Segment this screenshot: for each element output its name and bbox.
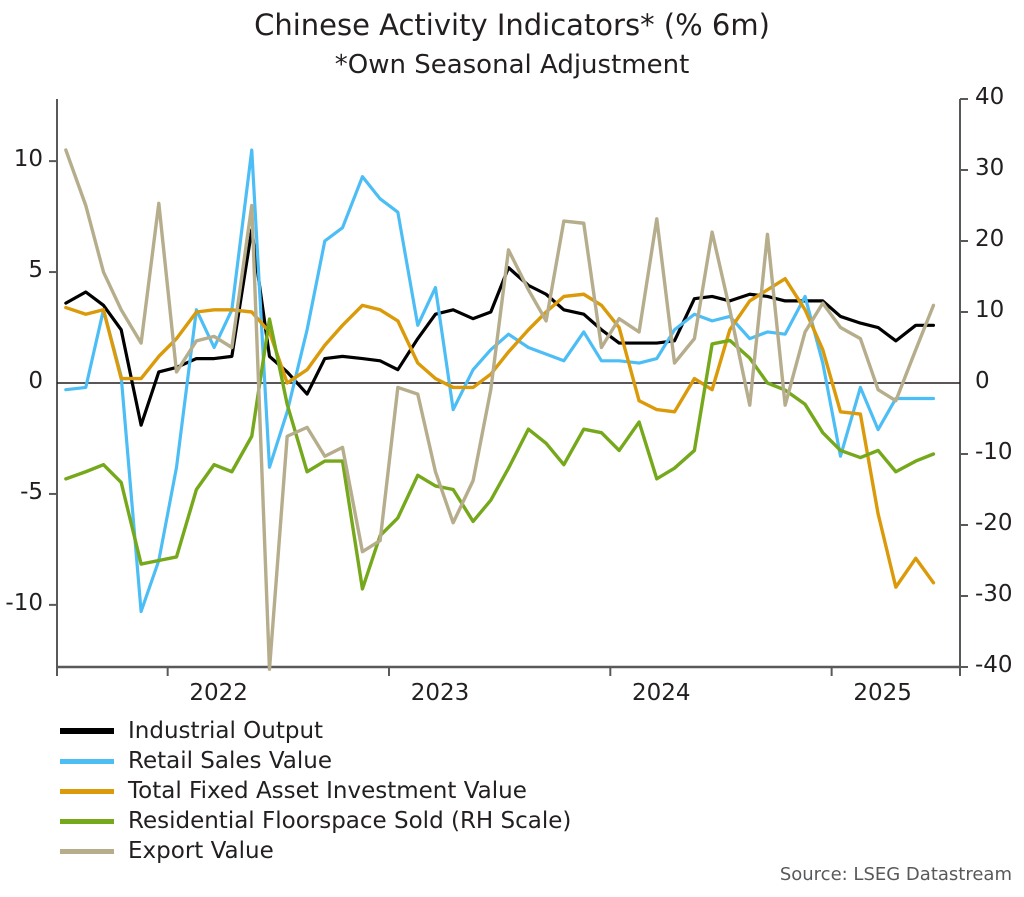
legend-item-label: Industrial Output bbox=[128, 717, 324, 744]
chart-legend: Industrial Output Retail Sales Value Total… bbox=[60, 716, 760, 866]
series-line bbox=[64, 277, 936, 589]
y-axis-right-tick-label: 40 bbox=[975, 84, 1005, 110]
legend-item-label: Retail Sales Value bbox=[128, 747, 332, 774]
source-note: Source: LSEG Datastream bbox=[779, 864, 1012, 885]
x-axis-tick-label: 2024 bbox=[632, 680, 691, 706]
legend-item-label: Total Fixed Asset Investment Value bbox=[128, 777, 527, 804]
y-axis-right-tick-label: 0 bbox=[975, 368, 990, 394]
page-subtitle: *Own Seasonal Adjustment bbox=[334, 50, 690, 80]
series-line bbox=[64, 228, 936, 427]
legend-item[interactable]: Total Fixed Asset Investment Value bbox=[60, 776, 760, 806]
legend-color-swatch bbox=[60, 728, 114, 734]
y-axis-right-tick-label: 20 bbox=[975, 226, 1005, 252]
legend-item-label: Export Value bbox=[128, 837, 274, 864]
y-axis-right-tick-label: -20 bbox=[975, 510, 1013, 536]
x-axis-tick-label: 2022 bbox=[189, 680, 248, 706]
legend-item[interactable]: Retail Sales Value bbox=[60, 746, 760, 776]
legend-item[interactable]: Industrial Output bbox=[60, 716, 760, 746]
x-axis-tick-label: 2025 bbox=[853, 680, 912, 706]
legend-color-swatch bbox=[60, 788, 114, 794]
page-title: Chinese Activity Indicators* (% 6m) bbox=[254, 8, 770, 42]
legend-item[interactable]: Residential Floorspace Sold (RH Scale) bbox=[60, 806, 760, 836]
y-axis-left-tick-label: -10 bbox=[5, 589, 43, 616]
y-axis-right-tick-label: -30 bbox=[975, 581, 1013, 607]
series-line bbox=[64, 148, 936, 614]
legend-color-swatch bbox=[60, 818, 114, 824]
y-axis-left-tick-label: 10 bbox=[13, 146, 43, 173]
legend-item-label: Residential Floorspace Sold (RH Scale) bbox=[128, 807, 572, 834]
y-axis-right-tick-label: -10 bbox=[975, 439, 1013, 465]
legend-color-swatch bbox=[60, 758, 114, 764]
y-axis-left-tick-label: 5 bbox=[28, 257, 43, 284]
y-axis-right-tick-label: 30 bbox=[975, 155, 1005, 181]
legend-item[interactable]: Export Value bbox=[60, 836, 760, 866]
y-axis-right-tick-label: -40 bbox=[975, 652, 1013, 678]
legend-color-swatch bbox=[60, 848, 114, 854]
y-axis-left-tick-label: 0 bbox=[28, 368, 43, 394]
x-axis-tick-label: 2023 bbox=[410, 680, 470, 706]
y-axis-right-tick-label: 10 bbox=[975, 297, 1005, 323]
y-axis-left-tick-label: -5 bbox=[20, 478, 43, 505]
series-line bbox=[64, 148, 936, 671]
